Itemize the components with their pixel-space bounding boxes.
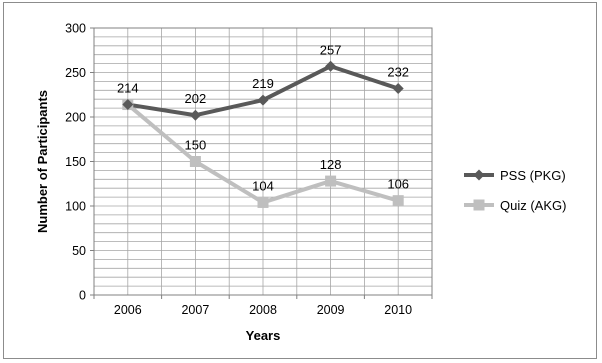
- x-tick-label: 2010: [384, 303, 412, 317]
- data-point-pss: [257, 94, 269, 106]
- data-label: 232: [387, 65, 409, 80]
- data-label: 219: [252, 76, 274, 91]
- chart-frame: [3, 2, 597, 359]
- data-point-pss: [392, 83, 404, 95]
- x-axis-ticks: 2006 2007 2008 2009 2010: [93, 295, 433, 317]
- data-label: 150: [185, 138, 207, 153]
- y-tick-label: 200: [65, 111, 86, 125]
- legend: PSS (PKG) Quiz (AKG): [464, 168, 566, 213]
- data-point-pss: [189, 109, 201, 121]
- y-axis-title: Number of Participants: [35, 90, 50, 233]
- y-tick-label: 150: [65, 155, 86, 169]
- grid-lines: [94, 28, 432, 295]
- data-label: 128: [320, 157, 342, 172]
- y-tick-label: 0: [79, 289, 86, 303]
- x-tick-label: 2009: [317, 303, 345, 317]
- data-point-quiz: [392, 195, 404, 207]
- y-tick-label: 50: [72, 244, 86, 258]
- y-axis-ticks: 0 50 100 150 200 250 300: [65, 22, 94, 303]
- x-axis-title: Years: [246, 328, 281, 343]
- data-label: 214: [117, 81, 139, 96]
- legend-label: Quiz (AKG): [500, 198, 566, 213]
- data-labels: 214 202 219 257 232 150 104 128 106: [117, 42, 409, 193]
- x-tick-label: 2007: [181, 303, 209, 317]
- data-point-quiz: [189, 156, 201, 167]
- y-tick-label: 300: [65, 22, 86, 36]
- data-point-pss: [122, 99, 134, 111]
- data-label: 257: [320, 42, 342, 57]
- data-point-quiz: [257, 196, 269, 208]
- series-markers: [122, 60, 404, 208]
- x-tick-label: 2006: [114, 303, 142, 317]
- x-tick-label: 2008: [249, 303, 277, 317]
- legend-label: PSS (PKG): [500, 168, 566, 183]
- data-label: 202: [185, 91, 207, 106]
- data-point-quiz: [325, 175, 337, 187]
- y-tick-label: 100: [65, 200, 86, 214]
- legend-marker: [473, 199, 485, 211]
- data-point-pss: [325, 60, 337, 72]
- data-label: 104: [252, 178, 274, 193]
- data-label: 106: [387, 177, 409, 192]
- legend-marker: [473, 169, 485, 181]
- y-tick-label: 250: [65, 66, 86, 80]
